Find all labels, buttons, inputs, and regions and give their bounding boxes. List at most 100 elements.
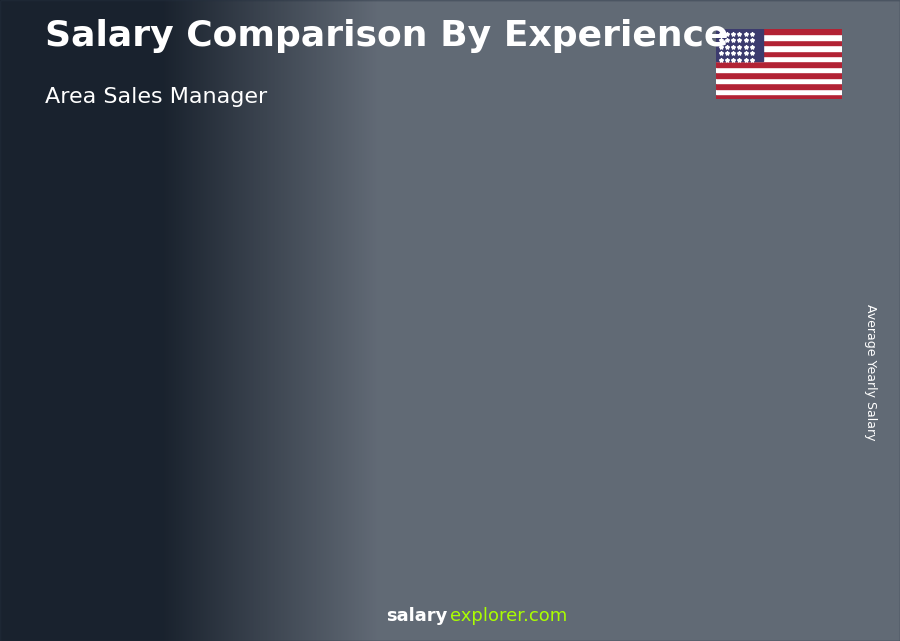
Bar [98, 554, 164, 555]
Bar [217, 549, 283, 551]
Bar [572, 326, 638, 329]
Bar [98, 526, 164, 528]
Bar [336, 488, 400, 491]
Bar [98, 549, 164, 551]
Bar [572, 428, 638, 431]
Bar [336, 385, 400, 387]
Bar [691, 341, 757, 345]
Polygon shape [446, 294, 454, 562]
Bar [336, 556, 400, 560]
Bar [454, 538, 519, 542]
Bar [572, 354, 638, 358]
Bar [691, 266, 757, 270]
Bar [336, 417, 400, 420]
Bar [336, 387, 400, 390]
Bar [454, 428, 519, 431]
Polygon shape [757, 246, 760, 562]
Bar [691, 357, 757, 361]
Bar [691, 306, 757, 310]
Bar [217, 545, 283, 547]
Bar [336, 453, 400, 456]
Bar [336, 390, 400, 392]
Bar [336, 474, 400, 478]
Bar [336, 508, 400, 510]
Bar [217, 445, 283, 447]
Bar [98, 506, 164, 508]
Bar [454, 358, 519, 361]
Bar [572, 551, 638, 555]
Bar [217, 438, 283, 440]
Bar [98, 501, 164, 503]
Bar [217, 529, 283, 531]
Bar [217, 517, 283, 519]
Bar [336, 422, 400, 426]
Bar [454, 522, 519, 525]
Bar [691, 479, 757, 483]
Bar [454, 304, 519, 308]
Bar [454, 559, 519, 562]
Bar [98, 511, 164, 512]
Bar [454, 324, 519, 328]
Bar [691, 404, 757, 408]
Bar [217, 454, 283, 456]
Bar [454, 314, 519, 317]
Bar [572, 365, 638, 369]
Bar [98, 538, 164, 540]
Bar [572, 311, 638, 315]
Bar [98, 551, 164, 553]
Bar [217, 490, 283, 492]
Bar [336, 433, 400, 437]
Text: 174,000 USD: 174,000 USD [477, 274, 587, 292]
Bar [336, 463, 400, 467]
Bar [691, 400, 757, 404]
Bar [98, 466, 164, 468]
Bar [454, 418, 519, 421]
Bar [572, 398, 638, 402]
Bar [336, 365, 400, 368]
Text: Area Sales Manager: Area Sales Manager [45, 87, 267, 106]
Bar [98, 544, 164, 545]
Bar [572, 296, 638, 300]
Bar [454, 455, 519, 458]
Bar [572, 544, 638, 547]
Bar [454, 535, 519, 538]
Bar [217, 521, 283, 523]
Bar [454, 555, 519, 559]
Bar [336, 485, 400, 488]
Bar [98, 460, 164, 461]
Bar [217, 477, 283, 479]
Bar [454, 492, 519, 495]
Bar [217, 554, 283, 556]
Bar [217, 434, 283, 436]
Bar [454, 351, 519, 354]
Bar [336, 409, 400, 412]
Bar [454, 421, 519, 425]
Polygon shape [283, 413, 285, 562]
Bar [454, 408, 519, 412]
Bar [572, 285, 638, 289]
Bar [336, 515, 400, 519]
Text: +8%: +8% [634, 191, 695, 215]
Bar [691, 550, 757, 554]
Bar [217, 442, 283, 444]
Bar [572, 274, 638, 278]
Bar [98, 555, 164, 556]
Bar [98, 540, 164, 541]
Text: Average Yearly Salary: Average Yearly Salary [865, 304, 878, 440]
Bar [217, 519, 283, 521]
Bar [98, 494, 164, 495]
Bar [572, 519, 638, 522]
Bar [98, 561, 164, 562]
Bar [336, 415, 400, 417]
Bar [336, 412, 400, 415]
Bar [572, 504, 638, 508]
Text: 189,000 USD: 189,000 USD [596, 251, 706, 269]
Bar [98, 474, 164, 476]
Bar [572, 387, 638, 391]
Bar [572, 271, 638, 274]
Bar [217, 504, 283, 506]
Bar [217, 423, 283, 425]
Bar [98, 516, 164, 518]
Bar [454, 438, 519, 442]
Bar [336, 458, 400, 461]
